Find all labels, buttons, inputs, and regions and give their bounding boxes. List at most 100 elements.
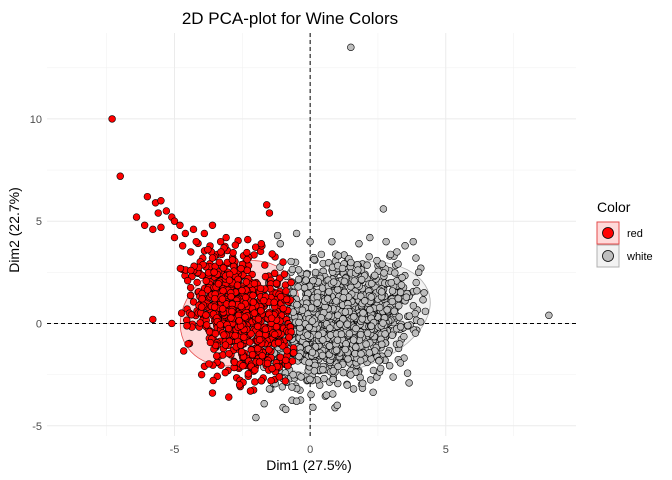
point-white bbox=[380, 269, 388, 277]
point-red bbox=[211, 329, 220, 338]
point-white bbox=[319, 366, 327, 374]
point-white bbox=[311, 268, 320, 277]
point-white bbox=[317, 250, 326, 259]
legend-title: Color bbox=[597, 199, 631, 215]
point-white bbox=[325, 342, 334, 350]
point-white bbox=[334, 311, 342, 319]
point-white bbox=[402, 293, 411, 301]
point-red bbox=[237, 348, 246, 356]
point-red bbox=[219, 264, 228, 272]
x-tick-label: 5 bbox=[443, 444, 449, 456]
point-red bbox=[261, 261, 269, 269]
point-white bbox=[295, 318, 303, 327]
point-white bbox=[338, 264, 347, 273]
point-white bbox=[367, 322, 375, 330]
point-white bbox=[378, 340, 386, 349]
point-red bbox=[250, 279, 259, 288]
point-red bbox=[218, 295, 227, 303]
point-white bbox=[273, 231, 282, 240]
point-red bbox=[217, 248, 225, 256]
point-white bbox=[378, 288, 386, 296]
point-red bbox=[283, 295, 291, 304]
point-red bbox=[203, 321, 211, 329]
point-red bbox=[210, 268, 218, 276]
point-red bbox=[246, 387, 255, 395]
point-white bbox=[347, 43, 355, 52]
point-red bbox=[187, 311, 196, 319]
point-red bbox=[239, 362, 247, 370]
x-axis-title: Dim1 (27.5%) bbox=[266, 457, 352, 473]
point-red bbox=[235, 317, 243, 325]
point-white bbox=[359, 379, 367, 387]
point-white bbox=[386, 250, 395, 259]
point-red bbox=[202, 311, 210, 319]
point-red bbox=[268, 364, 276, 373]
point-red bbox=[231, 331, 239, 340]
point-red bbox=[270, 298, 278, 307]
point-white bbox=[303, 331, 312, 339]
point-red bbox=[248, 350, 257, 359]
point-red bbox=[246, 338, 254, 346]
point-white bbox=[371, 271, 379, 280]
point-white bbox=[361, 297, 369, 305]
y-tick-label: 10 bbox=[30, 114, 42, 126]
point-white bbox=[365, 349, 374, 357]
point-white bbox=[326, 324, 334, 332]
point-red bbox=[263, 359, 272, 368]
point-red bbox=[225, 276, 234, 284]
point-white bbox=[308, 317, 316, 325]
point-red bbox=[168, 319, 176, 328]
point-red bbox=[193, 278, 201, 287]
point-white bbox=[409, 237, 417, 246]
point-white bbox=[388, 331, 396, 339]
point-white bbox=[356, 330, 365, 339]
point-red bbox=[208, 254, 217, 262]
point-white bbox=[306, 375, 314, 384]
point-red bbox=[189, 225, 198, 234]
point-white bbox=[409, 302, 418, 310]
point-white bbox=[334, 362, 342, 371]
point-white bbox=[324, 295, 332, 303]
point-red bbox=[267, 314, 276, 322]
point-red bbox=[224, 324, 233, 333]
point-white bbox=[295, 352, 303, 361]
point-red bbox=[218, 305, 227, 313]
point-red bbox=[282, 287, 290, 295]
point-white bbox=[319, 336, 327, 344]
point-white bbox=[334, 379, 342, 388]
point-red bbox=[212, 352, 221, 360]
point-red bbox=[186, 291, 195, 300]
point-white bbox=[310, 255, 318, 264]
point-white bbox=[393, 248, 401, 256]
point-white bbox=[332, 346, 341, 354]
point-white bbox=[313, 299, 321, 307]
point-white bbox=[394, 294, 402, 303]
point-red bbox=[282, 356, 290, 365]
point-red bbox=[203, 286, 212, 294]
point-red bbox=[149, 315, 157, 324]
point-red bbox=[279, 258, 287, 266]
point-red bbox=[247, 330, 255, 338]
point-white bbox=[396, 288, 405, 297]
point-white bbox=[297, 373, 305, 381]
point-red bbox=[279, 304, 288, 313]
point-red bbox=[281, 377, 290, 385]
point-white bbox=[347, 371, 355, 379]
point-white bbox=[308, 348, 317, 357]
point-white bbox=[357, 275, 366, 284]
point-red bbox=[229, 248, 237, 257]
point-red bbox=[198, 295, 206, 303]
point-white bbox=[307, 390, 315, 399]
point-white bbox=[320, 374, 328, 383]
point-red bbox=[170, 233, 179, 242]
point-white bbox=[337, 330, 346, 338]
point-white bbox=[252, 413, 260, 422]
point-red bbox=[241, 293, 250, 302]
point-red bbox=[272, 323, 281, 331]
point-red bbox=[205, 360, 213, 368]
legend-label-red: red bbox=[627, 228, 643, 240]
point-white bbox=[395, 301, 403, 310]
point-white bbox=[419, 296, 427, 304]
point-white bbox=[300, 283, 309, 292]
point-white bbox=[336, 320, 344, 328]
